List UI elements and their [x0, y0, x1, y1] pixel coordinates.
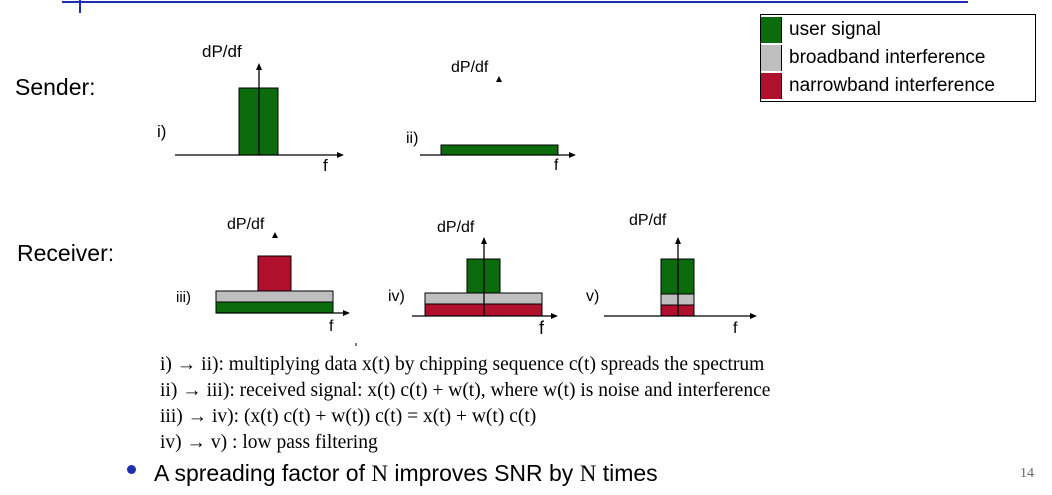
panel-iv-xlabel: f: [539, 318, 545, 338]
note-line: iv) → v) : low pass filtering: [160, 432, 378, 453]
receiver-label: Receiver:: [17, 240, 115, 266]
panel-iv-label: iv): [388, 288, 405, 305]
panel-i-y-arrow: [256, 63, 262, 70]
bullet-text-prefix: A spreading factor of: [154, 460, 372, 486]
legend-swatch-broadband: [761, 45, 782, 71]
panel-iii-broadband: [215, 290, 334, 303]
legend-item-broadband: broadband interference: [761, 45, 1035, 71]
panel-ii-y-arrow: [496, 76, 502, 82]
sender-label: Sender:: [15, 74, 96, 100]
bullet-text-middle: improves SNR by: [387, 460, 580, 486]
panel-i-xlabel: f: [323, 156, 328, 175]
panel-ii: [420, 76, 576, 158]
legend-item-narrowband: narrowband interference: [761, 73, 1035, 99]
panel-v: [604, 237, 757, 319]
panel-iii-y-arrow: [272, 232, 278, 238]
panel-v-x-arrow: [750, 313, 757, 319]
panel-i-ylabel: dP/df: [202, 42, 242, 61]
note-line: i) → ii): multiplying data x(t) by chipp…: [160, 354, 765, 375]
panel-iii-label: iii): [176, 289, 191, 306]
panel-iv: [412, 237, 558, 319]
bullet-text-suffix: times: [596, 460, 658, 486]
panel-iv-ylabel: dP/df: [437, 219, 475, 236]
bullet-point: A spreading factor of N improves SNR by …: [127, 460, 658, 487]
panel-iii-x-arrow: [343, 310, 350, 316]
panel-ii-label: ii): [406, 130, 419, 147]
legend-label-narrowband: narrowband interference: [789, 75, 995, 96]
notes: i) → ii): multiplying data x(t) by chipp…: [160, 352, 770, 456]
note-line: iii) → iv): (x(t) c(t) + w(t)) c(t) = x(…: [160, 406, 537, 427]
panel-ii-ylabel: dP/df: [451, 59, 489, 76]
bullet-dot-icon: [127, 465, 136, 475]
bullet-text-n1: N: [371, 461, 388, 486]
legend-label-user-signal: user signal: [789, 19, 881, 40]
panel-v-label: v): [586, 288, 600, 305]
panel-iii-ylabel: dP/df: [227, 216, 265, 233]
panel-iii-user-signal: [215, 301, 334, 314]
panel-v-xlabel: f: [733, 320, 738, 337]
legend-swatch-user-signal: [761, 17, 782, 43]
bullet-text-n2: N: [579, 461, 597, 486]
page-number: 14: [1020, 466, 1034, 481]
panel-ii-user-signal: [440, 144, 559, 156]
note-line: ii) → iii): received signal: x(t) c(t) +…: [160, 380, 771, 401]
panel-ii-x-arrow: [569, 152, 576, 158]
panel-iii-narrowband: [257, 255, 292, 292]
panel-iii-xlabel: f: [329, 318, 334, 335]
legend: user signal broadband interference narro…: [760, 14, 1036, 102]
panel-i-x-arrow: [337, 152, 344, 158]
panel-i: [175, 63, 344, 158]
panel-i-label: i): [157, 122, 167, 141]
panel-iv-x-arrow: [551, 313, 558, 319]
panel-ii-xlabel: f: [554, 157, 559, 174]
panel-iv-y-arrow: [481, 237, 487, 244]
legend-item-user-signal: user signal: [761, 17, 1035, 43]
legend-label-broadband: broadband interference: [789, 47, 986, 68]
panel-v-y-arrow: [675, 237, 681, 244]
panel-v-ylabel: dP/df: [629, 212, 667, 229]
panel-iii: [215, 232, 357, 346]
legend-swatch-narrowband: [761, 73, 782, 99]
